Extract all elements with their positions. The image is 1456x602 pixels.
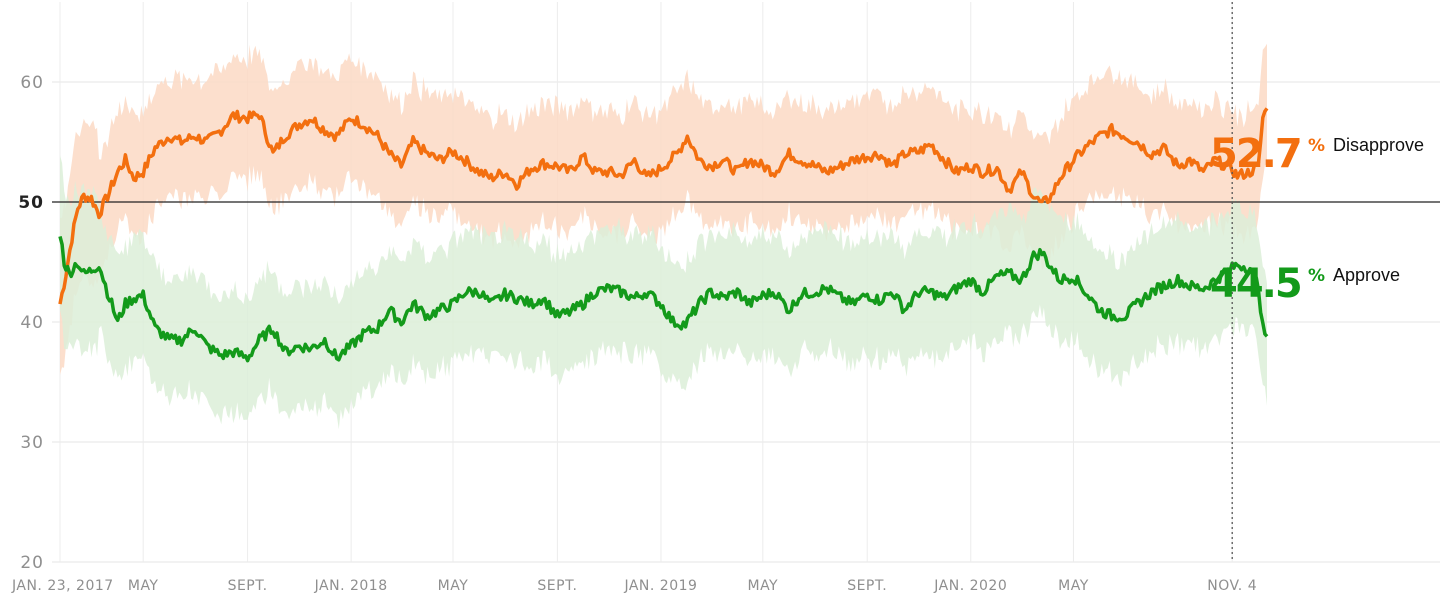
y-tick-label: 40 [20, 313, 44, 333]
x-axis-ticks: JAN. 23, 2017 MAY SEPT. JAN. 2018 MAY SEPT. JA… [11, 578, 1257, 594]
x-tick-label: JAN. 2018 [314, 578, 388, 594]
line-disapprove [58, 107, 1269, 305]
y-axis-ticks: 20 30 40 50 60 [18, 73, 44, 573]
x-tick-label: MAY [747, 578, 778, 594]
x-tick-label: JAN. 2019 [623, 578, 697, 594]
current-value-disapprove: 52.7 [1210, 131, 1301, 177]
x-tick-label: JAN. 23, 2017 [11, 578, 114, 594]
series-lines [58, 107, 1269, 363]
x-tick-label: SEPT. [228, 578, 268, 594]
y-tick-label: 60 [20, 73, 44, 93]
series-label-disapprove: Disapprove [1333, 135, 1424, 155]
current-value-approve: 44.5 [1210, 261, 1301, 307]
uncertainty-bands [60, 43, 1267, 430]
percent-sign: % [1308, 266, 1325, 286]
series-end-labels: 52.7% Disapprove 44.5% Approve [1210, 131, 1424, 307]
x-tick-label: SEPT. [537, 578, 577, 594]
x-tick-label: MAY [128, 578, 159, 594]
y-tick-label: 30 [20, 433, 44, 453]
y-tick-label: 20 [20, 553, 44, 573]
x-tick-label: SEPT. [847, 578, 887, 594]
percent-sign: % [1308, 136, 1325, 156]
x-tick-label: JAN. 2020 [933, 578, 1007, 594]
line-approve [58, 235, 1269, 363]
y-tick-label: 50 [18, 193, 44, 213]
x-tick-label: MAY [438, 578, 469, 594]
x-tick-label: MAY [1058, 578, 1089, 594]
series-label-approve: Approve [1333, 265, 1400, 285]
band-approve [60, 155, 1267, 430]
x-tick-label: NOV. 4 [1207, 578, 1257, 594]
